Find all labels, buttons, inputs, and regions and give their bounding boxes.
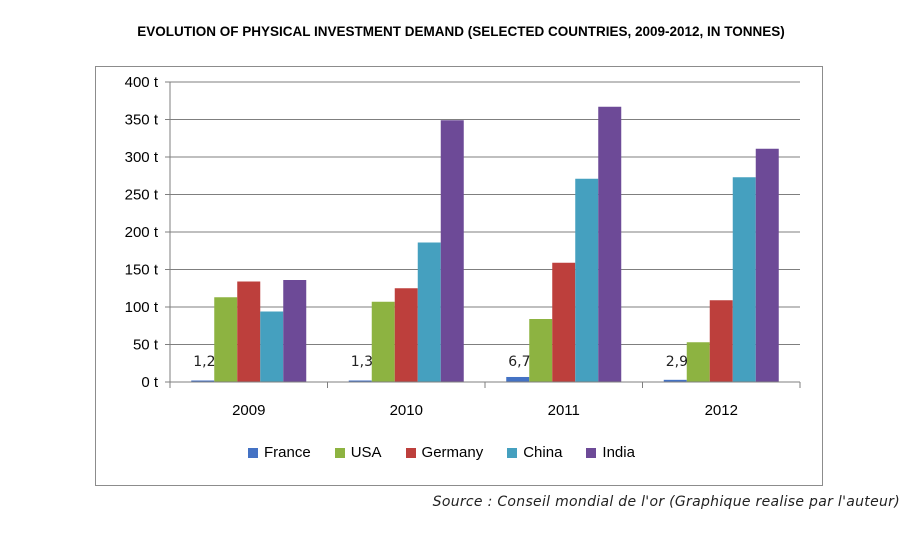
legend-swatch [507, 447, 518, 458]
legend-swatch [586, 447, 597, 458]
grid-lines [170, 81, 800, 383]
legend-label: China [523, 444, 563, 461]
data-labels: 1,2 1,3 6,7 2,9 [193, 354, 688, 370]
legend-swatch [334, 447, 345, 458]
x-axis: 2009 2010 2011 2012 [169, 381, 801, 419]
bar-germany-2011 [552, 262, 576, 382]
legend-label: USA [350, 444, 382, 461]
legend-item-germany: Germany [405, 444, 484, 461]
legend-swatch [405, 447, 416, 458]
legend-label: Germany [421, 444, 484, 461]
data-label-france-2011: 6,7 [508, 354, 530, 370]
legend-label: India [602, 444, 635, 461]
bar-china-2010 [417, 242, 441, 382]
bar-germany-2010 [394, 288, 418, 382]
bar-india-2011 [598, 106, 622, 382]
bar-france-2011 [506, 376, 530, 382]
bar-china-2012 [732, 177, 756, 382]
x-tick-label: 2010 [390, 402, 423, 419]
bar-usa-2010 [371, 301, 395, 382]
bar-china-2011 [575, 178, 599, 382]
bar-usa-2009 [214, 297, 238, 382]
y-tick-label: 150 t [125, 262, 159, 279]
legend-swatch [248, 447, 258, 458]
x-tick-label: 2009 [232, 402, 265, 419]
data-label-france-2010: 1,3 [351, 354, 373, 370]
bar-france-2010 [348, 380, 372, 382]
bar-france-2009 [191, 380, 215, 382]
source-note: Source : Conseil mondial de l'or (Graphi… [432, 494, 900, 510]
data-label-france-2009: 1,2 [193, 354, 215, 370]
chart-title: EVOLUTION OF PHYSICAL INVESTMENT DEMAND … [137, 24, 785, 39]
y-tick-label: 200 t [125, 224, 159, 241]
bar-india-2012 [755, 148, 779, 382]
bar-india-2009 [283, 280, 307, 382]
x-tick-label: 2012 [705, 402, 738, 419]
legend: France USA Germany China India [248, 444, 635, 461]
legend-item-usa: USA [334, 444, 382, 461]
y-tick-label: 250 t [125, 187, 159, 204]
bars [191, 106, 779, 382]
y-tick-label: 0 t [141, 374, 159, 391]
bar-france-2012 [663, 379, 687, 382]
legend-item-france: France [248, 444, 311, 461]
y-tick-label: 50 t [133, 337, 159, 354]
bar-india-2010 [440, 120, 464, 382]
bar-usa-2012 [686, 342, 710, 382]
bar-china-2009 [260, 311, 284, 382]
legend-item-india: India [586, 444, 635, 461]
legend-label: France [264, 444, 311, 461]
bar-usa-2011 [529, 319, 553, 382]
y-tick-label: 400 t [125, 74, 159, 91]
y-axis: 0 t 50 t 100 t 150 t 200 t 250 t 300 t 350 t 400… [125, 74, 171, 391]
bar-germany-2009 [237, 281, 261, 382]
bar-germany-2012 [709, 300, 733, 382]
y-tick-label: 350 t [125, 112, 159, 129]
y-tick-label: 100 t [125, 299, 159, 316]
y-tick-label: 300 t [125, 149, 159, 166]
legend-item-china: China [507, 444, 562, 461]
x-tick-label: 2011 [548, 402, 580, 419]
data-label-france-2012: 2,9 [666, 354, 688, 370]
